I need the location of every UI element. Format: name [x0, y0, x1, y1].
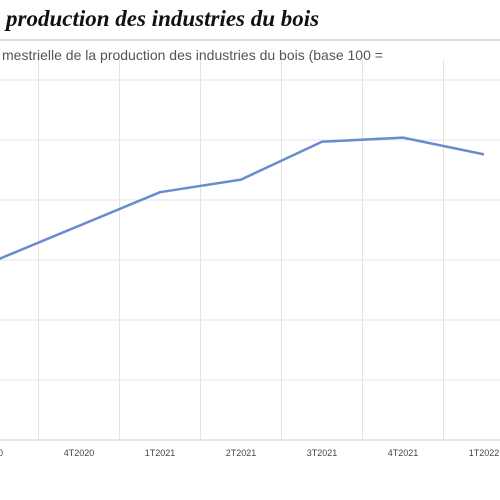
x-tick-label: 2T2021: [226, 448, 257, 458]
chart-title: production des industries du bois: [4, 6, 319, 31]
x-tick-label: 4T2021: [388, 448, 419, 458]
x-tick-label: 20: [0, 448, 3, 458]
data-line: [0, 136, 485, 260]
grid: [0, 79, 500, 441]
x-tick-label: 3T2021: [307, 448, 338, 458]
x-tick-label: 4T2020: [64, 448, 95, 458]
chart-subtitle: mestrielle de la production des industri…: [2, 47, 383, 63]
x-tick-label: 1T2021: [145, 448, 176, 458]
x-tick-label: 1T2022: [469, 448, 500, 458]
